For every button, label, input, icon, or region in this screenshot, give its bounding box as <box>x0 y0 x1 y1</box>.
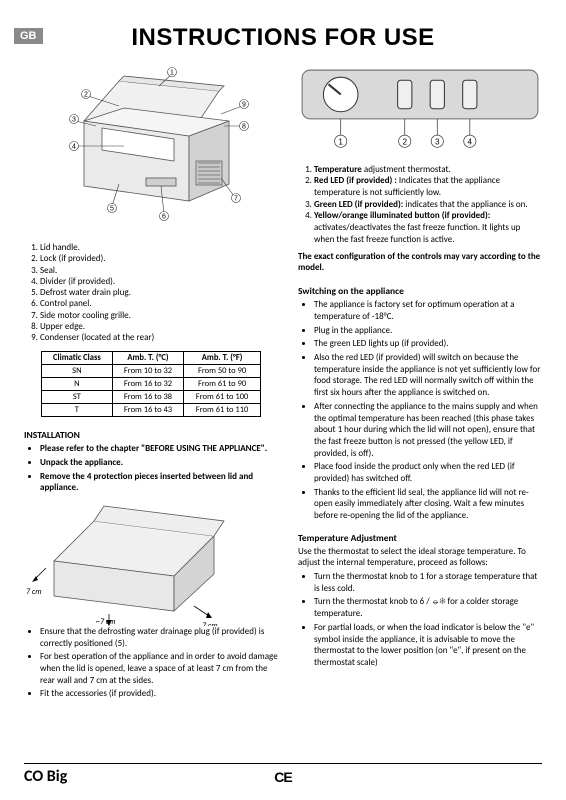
list-item: Lock (if provided). <box>40 253 278 264</box>
td: From 16 to 38 <box>112 391 183 404</box>
brand-label: CO Big <box>24 767 67 786</box>
footer: CO Big CE <box>0 767 566 786</box>
list-item: Defrost water drain plug. <box>40 287 278 298</box>
temp-adjust-heading: Temperature Adjustment <box>298 532 542 544</box>
list-item: Yellow/orange illuminated button (if pro… <box>314 210 542 245</box>
svg-text:8: 8 <box>242 124 246 131</box>
td: From 16 to 43 <box>112 404 183 417</box>
list-item: Thanks to the efficient lid seal, the ap… <box>314 487 542 522</box>
td: From 61 to 100 <box>184 391 261 404</box>
list-item: Turn the thermostat knob to 1 for a stor… <box>314 571 542 594</box>
svg-text:7: 7 <box>234 196 238 203</box>
td: From 61 to 90 <box>184 378 261 391</box>
page-title: INSTRUCTIONS FOR USE <box>24 24 542 52</box>
list-item: Please refer to the chapter "BEFORE USIN… <box>40 443 278 455</box>
svg-text:6: 6 <box>162 214 166 221</box>
list-item: Also the red LED (if provided) will swit… <box>314 352 542 399</box>
temp-adjust-intro: Use the thermostat to select the ideal s… <box>298 546 542 569</box>
list-item: Ensure that the defrosting water drainag… <box>40 626 278 649</box>
svg-text:4: 4 <box>468 137 473 146</box>
td: N <box>42 378 113 391</box>
thermostat-knob-icon <box>323 77 358 112</box>
list-item: Temperature adjustment thermostat. <box>314 164 542 176</box>
list-item: Side motor cooling grille. <box>40 310 278 321</box>
list-item: Green LED (if provided): indicates that … <box>314 199 542 211</box>
red-led-icon <box>398 80 412 108</box>
svg-text:1: 1 <box>338 137 343 146</box>
td: From 61 to 110 <box>184 404 261 417</box>
clearance-diagram: 7 cm ~7 cm 7 cm <box>24 496 278 626</box>
svg-text:1: 1 <box>170 70 174 77</box>
installation-top-bullets: Please refer to the chapter "BEFORE USIN… <box>24 443 278 496</box>
list-item: Control panel. <box>40 298 278 309</box>
list-item: The appliance is factory set for optimum… <box>314 299 542 322</box>
list-item: Remove the 4 protection pieces inserted … <box>40 471 278 494</box>
svg-text:2: 2 <box>402 137 407 146</box>
th: Amb. T. (°F) <box>184 352 261 365</box>
list-item: Unpack the appliance. <box>40 457 278 469</box>
config-note: The exact configuration of the controls … <box>298 251 542 273</box>
list-item: Lid handle. <box>40 242 278 253</box>
svg-text:3: 3 <box>435 137 440 146</box>
switching-on-heading: Switching on the appliance <box>298 285 542 297</box>
parts-list: Lid handle. Lock (if provided). Seal. Di… <box>24 242 278 343</box>
td: From 50 to 90 <box>184 365 261 378</box>
clearance-left-label: 7 cm <box>26 587 42 597</box>
list-item: For partial loads, or when the load indi… <box>314 622 542 669</box>
two-column-layout: 1 2 3 4 5 6 7 8 9 Lid handle. Lock (if p… <box>24 66 542 702</box>
list-item: The green LED lights up (if provided). <box>314 338 542 350</box>
td: SN <box>42 365 113 378</box>
list-item: For best operation of the appliance and … <box>40 651 278 686</box>
td: ST <box>42 391 113 404</box>
fastfreeze-button-icon <box>463 80 477 108</box>
installation-heading: INSTALLATION <box>24 429 278 441</box>
svg-text:3: 3 <box>72 117 76 124</box>
td: T <box>42 404 113 417</box>
th: Amb. T. (°C) <box>112 352 183 365</box>
th: Climatic Class <box>42 352 113 365</box>
list-item: Upper edge. <box>40 321 278 332</box>
climatic-table: Climatic Class Amb. T. (°C) Amb. T. (°F)… <box>41 351 261 417</box>
svg-text:9: 9 <box>242 102 246 109</box>
list-item: After connecting the appliance to the ma… <box>314 401 542 459</box>
switching-on-bullets: The appliance is factory set for optimum… <box>298 299 542 523</box>
list-item: Seal. <box>40 265 278 276</box>
ce-mark: CE <box>274 769 291 785</box>
list-item: Divider (if provided). <box>40 276 278 287</box>
region-badge: GB <box>14 28 43 44</box>
list-item: Turn the thermostat knob to 6 / ⦵❄ for a… <box>314 596 542 619</box>
control-panel-diagram: 1 2 3 4 <box>298 66 542 158</box>
controls-list: Temperature adjustment thermostat. Red L… <box>298 164 542 246</box>
svg-text:2: 2 <box>84 92 88 99</box>
list-item: Fit the accessories (if provided). <box>40 688 278 700</box>
list-item: Red LED (if provided) : Indicates that t… <box>314 175 542 198</box>
right-column: 1 2 3 4 Temperature adjustment thermosta… <box>298 66 542 702</box>
list-item: Plug in the appliance. <box>314 325 542 337</box>
temp-adjust-bullets: Turn the thermostat knob to 1 for a stor… <box>298 571 542 671</box>
installation-bottom-bullets: Ensure that the defrosting water drainag… <box>24 626 278 702</box>
svg-text:4: 4 <box>72 144 76 151</box>
appliance-diagram: 1 2 3 4 5 6 7 8 9 <box>24 66 278 236</box>
list-item: Place food inside the product only when … <box>314 461 542 484</box>
left-column: 1 2 3 4 5 6 7 8 9 Lid handle. Lock (if p… <box>24 66 278 702</box>
green-led-icon <box>430 80 444 108</box>
clearance-front-label: ~7 cm <box>96 617 116 626</box>
footer-rule <box>24 763 542 764</box>
td: From 16 to 32 <box>112 378 183 391</box>
list-item: Condenser (located at the rear) <box>40 332 278 343</box>
td: From 10 to 32 <box>112 365 183 378</box>
svg-text:5: 5 <box>110 206 114 213</box>
